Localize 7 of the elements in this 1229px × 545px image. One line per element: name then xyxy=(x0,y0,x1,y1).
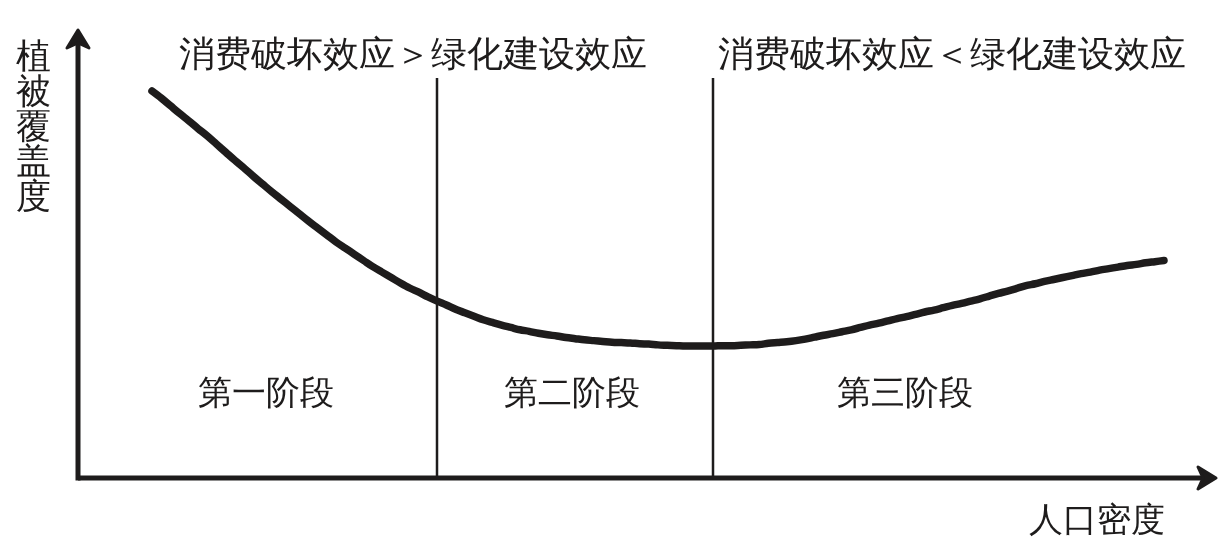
y-axis-title: 植被覆盖度 xyxy=(15,36,51,216)
text: 消费破坏效应＞绿化建设效应 xyxy=(179,33,647,74)
annotation: 第三阶段 xyxy=(837,372,973,412)
text: 消费破坏效应＜绿化建设效应 xyxy=(718,33,1186,74)
annotation: 第二阶段 xyxy=(504,372,640,412)
annotation: 第一阶段 xyxy=(198,372,334,412)
x-axis-title: 人口密度 xyxy=(1029,499,1165,539)
